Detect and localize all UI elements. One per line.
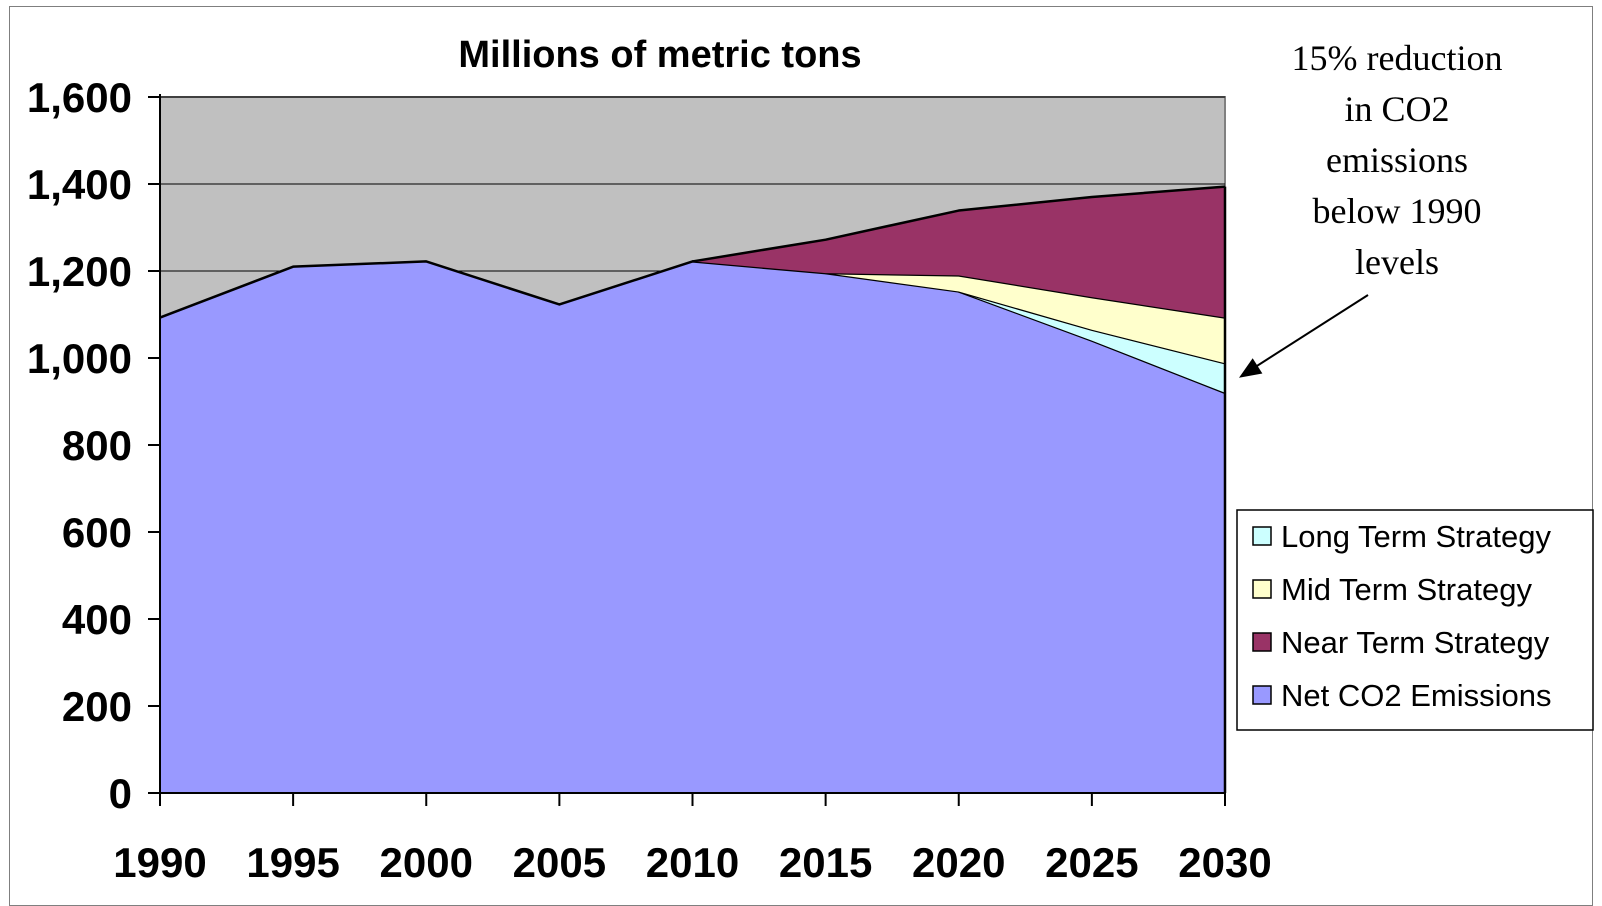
x-tick-label: 2025 <box>1045 839 1138 886</box>
y-tick-label: 200 <box>62 683 132 730</box>
y-tick-label: 1,000 <box>27 335 132 382</box>
x-tick-label: 2030 <box>1178 839 1271 886</box>
annotation: 15% reduction in CO2 emissions below 1990 le… <box>1239 38 1502 378</box>
y-tick-label: 800 <box>62 422 132 469</box>
x-tick-label: 2010 <box>646 839 739 886</box>
legend: Long Term Strategy Mid Term Strategy Near … <box>1236 509 1594 731</box>
y-tick-label: 600 <box>62 509 132 556</box>
legend-label: Net CO2 Emissions <box>1281 678 1551 713</box>
x-tick-label: 1990 <box>113 839 206 886</box>
x-tick-label: 2000 <box>380 839 473 886</box>
y-tick-label: 1,600 <box>27 74 132 121</box>
annotation-line: below 1990 <box>1313 191 1482 231</box>
annotation-line: in CO2 <box>1344 89 1449 129</box>
x-tick-label: 2005 <box>513 839 606 886</box>
chart-title: Millions of metric tons <box>458 34 861 76</box>
legend-swatch <box>1252 526 1272 546</box>
annotation-line: 15% reduction <box>1292 38 1503 78</box>
area-mid-term-strategy <box>160 261 1225 364</box>
annotation-arrowhead <box>1239 358 1263 378</box>
legend-label: Near Term Strategy <box>1281 625 1550 660</box>
y-tick-label: 1,200 <box>27 248 132 295</box>
legend-box <box>1236 509 1594 731</box>
plot-area <box>159 96 1227 794</box>
annotation-line: levels <box>1355 242 1439 282</box>
y-tick-label: 0 <box>109 770 132 817</box>
area-near-term-strategy <box>160 186 1225 318</box>
x-axis: 1990 1995 2000 2005 2010 2015 2020 2025 2030 <box>113 792 1272 886</box>
legend-label: Mid Term Strategy <box>1281 572 1532 607</box>
legend-swatch <box>1252 632 1272 652</box>
legend-swatch <box>1252 579 1272 599</box>
area-net-co2-emissions <box>160 261 1225 793</box>
area-edge-near-term-strategy <box>692 185 1226 263</box>
annotation-arrow-shaft <box>1250 294 1369 371</box>
x-tick-label: 1995 <box>246 839 339 886</box>
y-axis: 0 200 400 600 800 1,000 1,200 1,400 1,600 <box>27 74 161 817</box>
x-tick-label: 2015 <box>779 839 872 886</box>
legend-label: Long Term Strategy <box>1281 519 1551 554</box>
y-tick-label: 400 <box>62 596 132 643</box>
y-tick-label: 1,400 <box>27 161 132 208</box>
legend-swatch <box>1252 685 1272 705</box>
annotation-line: emissions <box>1326 140 1468 180</box>
x-tick-label: 2020 <box>912 839 1005 886</box>
